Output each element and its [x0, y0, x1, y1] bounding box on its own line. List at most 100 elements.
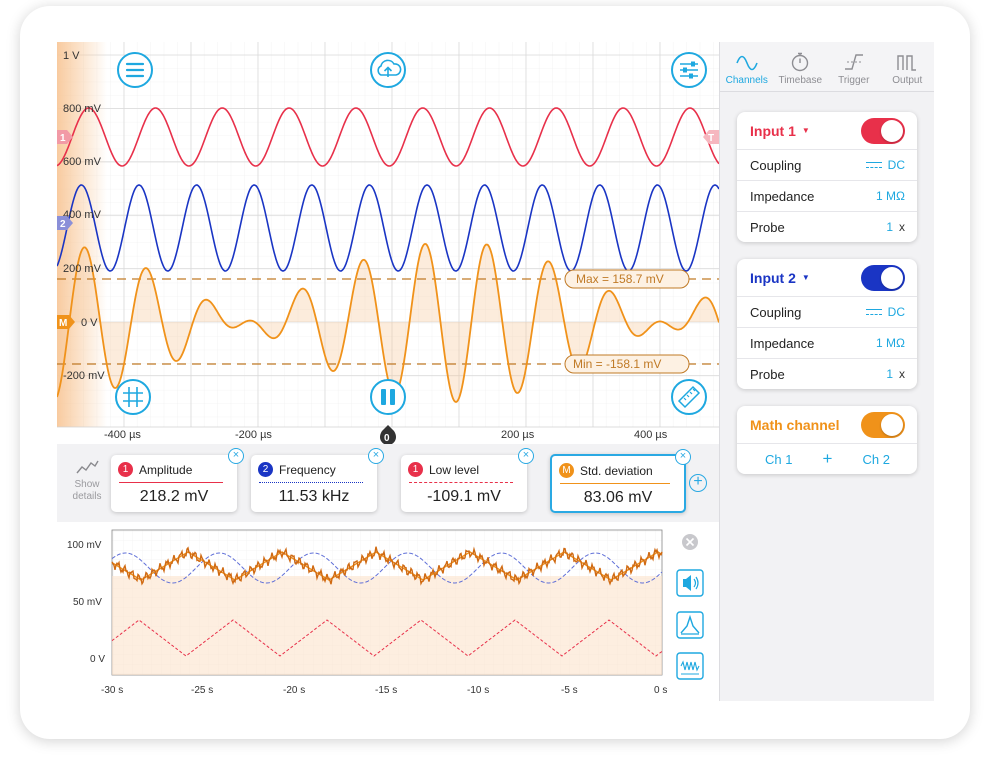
math-marker[interactable]: M [57, 315, 75, 329]
svg-text:Max = 158.7 mV: Max = 158.7 mV [576, 272, 664, 286]
input-1-toggle[interactable] [861, 117, 905, 144]
trigger-level-marker[interactable]: T [703, 130, 719, 144]
trend-y-label: 0 V [90, 654, 105, 665]
ruler-icon[interactable] [671, 379, 707, 415]
cloud-upload-icon[interactable] [370, 52, 406, 88]
close-icon[interactable]: × [368, 448, 384, 464]
channel-badge: M [559, 463, 574, 478]
tab-label: Trigger [838, 75, 870, 86]
trace-style-line [259, 482, 363, 483]
show-details-label: Show [74, 479, 100, 490]
trigger-position-marker[interactable]: 0 [380, 425, 396, 444]
measurement-card-std-deviation[interactable]: M Std. deviation 83.06 mV × [550, 449, 691, 513]
app-screen: 1 V 800 mV 600 mV 400 mV 200 mV 0 V -200… [57, 42, 934, 701]
trend-x-label: -25 s [191, 685, 213, 696]
math-source-ch1[interactable]: Ch 1 [765, 451, 793, 467]
y-label: 800 mV [63, 103, 102, 115]
trend-x-label: -20 s [283, 685, 305, 696]
math-operator[interactable]: + [822, 449, 833, 468]
add-measurement-button[interactable]: + [689, 474, 707, 492]
probe-label: Probe [750, 366, 785, 382]
measurement-value: -109.1 mV [427, 488, 501, 505]
trace-style-line [119, 482, 223, 483]
close-icon[interactable] [682, 534, 698, 550]
math-channel-card: Math channel Ch 1 + Ch 2 [737, 406, 917, 474]
show-details-label: details [72, 491, 102, 502]
measurement-value: 218.2 mV [139, 488, 209, 505]
svg-text:T: T [708, 133, 714, 144]
tab-timebase[interactable]: Timebase [774, 42, 828, 91]
math-channel-title: Math channel [750, 416, 840, 433]
speaker-icon[interactable] [676, 569, 704, 597]
measurement-card-low-level[interactable]: 1 Low level -109.1 mV × [401, 448, 534, 512]
menu-icon[interactable] [117, 52, 153, 88]
x-label: -400 µs [104, 429, 141, 441]
trend-x-label: 0 s [654, 685, 667, 696]
math-channel-toggle[interactable] [861, 411, 905, 438]
impedance-value[interactable]: 1 MΩ [876, 336, 905, 350]
channel-badge: 1 [118, 462, 133, 477]
trend-chart-icon [76, 460, 99, 474]
x-label: 200 µs [501, 429, 535, 441]
math-source-ch2[interactable]: Ch 2 [862, 451, 890, 467]
measurement-card-amplitude[interactable]: 1 Amplitude 218.2 mV × [111, 448, 244, 512]
waveform-icon[interactable] [676, 652, 704, 680]
coupling-value[interactable]: DC [865, 158, 905, 172]
measurement-label: Amplitude [139, 462, 193, 477]
channel-1-marker[interactable]: 1 [57, 130, 73, 144]
close-icon[interactable]: × [228, 448, 244, 464]
impedance-label: Impedance [750, 188, 815, 204]
settings-sidebar: Channels Timebase Trigger Output Input 1… [719, 42, 934, 701]
input-1-card: Input 1 ▼ Coupling DC Impedance 1 MΩ Probe 1… [737, 112, 917, 242]
measurement-value: 11.53 kHz [278, 488, 350, 505]
trend-x-label: -10 s [467, 685, 489, 696]
min-label-pill: Min = -158.1 mV [564, 354, 690, 374]
input-2-toggle[interactable] [861, 264, 905, 291]
channel-1-trace [57, 107, 719, 167]
coupling-value[interactable]: DC [865, 305, 905, 319]
coupling-label: Coupling [750, 157, 802, 173]
tab-channels[interactable]: Channels [720, 42, 774, 91]
x-label: 400 µs [634, 429, 668, 441]
scope-display[interactable]: 1 V 800 mV 600 mV 400 mV 200 mV 0 V -200… [57, 42, 719, 444]
tab-label: Output [892, 75, 923, 86]
trend-fill-area [112, 576, 662, 675]
measurement-card-frequency[interactable]: 2 Frequency 11.53 kHz × [251, 448, 384, 512]
sliders-icon[interactable] [671, 52, 707, 88]
close-icon[interactable]: × [518, 448, 534, 464]
tab-label: Timebase [778, 75, 823, 86]
tab-trigger[interactable]: Trigger [827, 42, 881, 91]
max-label-pill: Max = 158.7 mV [564, 269, 690, 289]
close-icon[interactable]: × [675, 449, 691, 465]
trend-low-level-trace [111, 619, 663, 657]
channel-badge: 1 [408, 462, 423, 477]
trend-std-deviation-trace [111, 546, 663, 586]
settings-tabs: Channels Timebase Trigger Output [720, 42, 934, 92]
trend-chart[interactable]: 100 mV 50 mV 0 V -30 s -25 s -20 s -15 s… [57, 522, 719, 701]
channel-2-marker[interactable]: 2 [57, 216, 73, 230]
channel-badge: 2 [258, 462, 273, 477]
measurement-bar: Show details 1 Amplitude 218.2 mV × 2 Freq… [57, 444, 719, 522]
trace-style-line [409, 482, 513, 483]
svg-text:M: M [59, 318, 67, 329]
measurement-label: Std. deviation [580, 463, 653, 478]
impedance-value[interactable]: 1 MΩ [876, 189, 905, 203]
grid-icon[interactable] [115, 379, 151, 415]
pause-icon[interactable] [370, 379, 406, 415]
y-label: 0 V [81, 317, 98, 329]
trend-x-label: -15 s [375, 685, 397, 696]
show-details-button[interactable]: Show details [65, 458, 109, 503]
input-1-title-dropdown[interactable]: Input 1 ▼ [750, 122, 810, 139]
input-2-card: Input 2 ▼ Coupling DC Impedance 1 MΩ Probe 1… [737, 259, 917, 389]
input-2-title-dropdown[interactable]: Input 2 ▼ [750, 269, 810, 286]
trace-style-line [560, 483, 670, 484]
spectrum-icon[interactable] [676, 611, 704, 639]
measurement-value: 83.06 mV [583, 489, 653, 506]
tab-output[interactable]: Output [881, 42, 935, 91]
trend-y-label: 50 mV [73, 597, 102, 608]
dc-coupling-icon [865, 309, 882, 315]
svg-text:1: 1 [60, 133, 66, 144]
svg-text:Min = -158.1 mV: Min = -158.1 mV [573, 357, 661, 371]
